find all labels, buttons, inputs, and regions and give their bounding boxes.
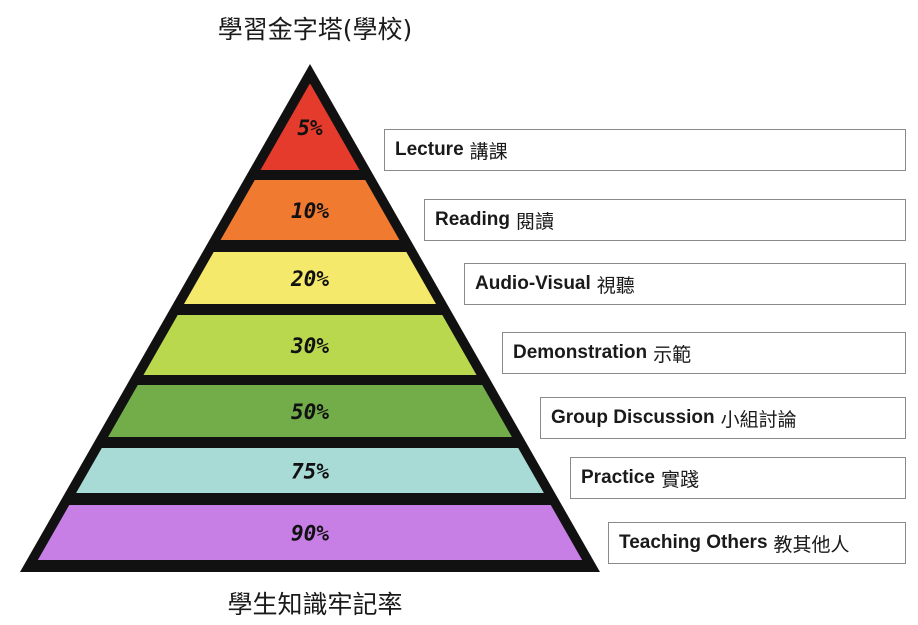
pyramid-level-band: [260, 84, 360, 170]
method-name-cn: 實踐: [660, 469, 699, 491]
method-label-box: Practice 實踐: [570, 457, 906, 499]
method-name-cn: 教其他人: [773, 534, 850, 556]
pyramid-level-band: [108, 385, 512, 437]
retention-percent: 20%: [290, 267, 329, 291]
retention-percent: 50%: [291, 400, 329, 424]
method-label-box: Audio-Visual 視聽: [464, 263, 906, 305]
method-name-en: Audio-Visual: [475, 273, 591, 294]
pyramid-level-band: [37, 505, 583, 560]
method-name-cn: 講課: [469, 141, 508, 163]
method-label-box: Lecture 講課: [384, 129, 906, 171]
pyramid-caption: 學生知識牢記率: [227, 590, 403, 619]
method-label-box: Reading 閱讀: [424, 199, 906, 241]
retention-percent: 10%: [291, 199, 329, 223]
method-label-box: Group Discussion 小組討論: [540, 397, 906, 439]
method-name-en: Practice: [581, 467, 655, 488]
pyramid-level-band: [143, 315, 477, 375]
method-name-cn: 視聽: [596, 275, 635, 297]
method-name-cn: 閱讀: [515, 211, 554, 233]
method-name-en: Group Discussion: [551, 407, 715, 428]
method-name-en: Teaching Others: [619, 532, 768, 553]
retention-percent: 75%: [291, 460, 329, 484]
method-name-en: Demonstration: [513, 342, 648, 363]
method-name-cn: 小組討論: [720, 409, 797, 431]
pyramid-level-band: [183, 252, 437, 304]
pyramid-title: 學習金字塔(學校): [217, 15, 413, 44]
method-label-box: Teaching Others 教其他人: [608, 522, 906, 564]
retention-percent: 5%: [297, 116, 323, 140]
method-name-cn: 示範: [653, 344, 692, 366]
method-name-en: Reading: [435, 209, 510, 230]
pyramid-level-band: [220, 180, 400, 240]
pyramid-level-band: [76, 448, 544, 493]
method-label-box: Demonstration 示範: [502, 332, 906, 374]
retention-percent: 30%: [290, 334, 329, 358]
retention-percent: 90%: [291, 522, 329, 546]
method-name-en: Lecture: [395, 139, 464, 160]
